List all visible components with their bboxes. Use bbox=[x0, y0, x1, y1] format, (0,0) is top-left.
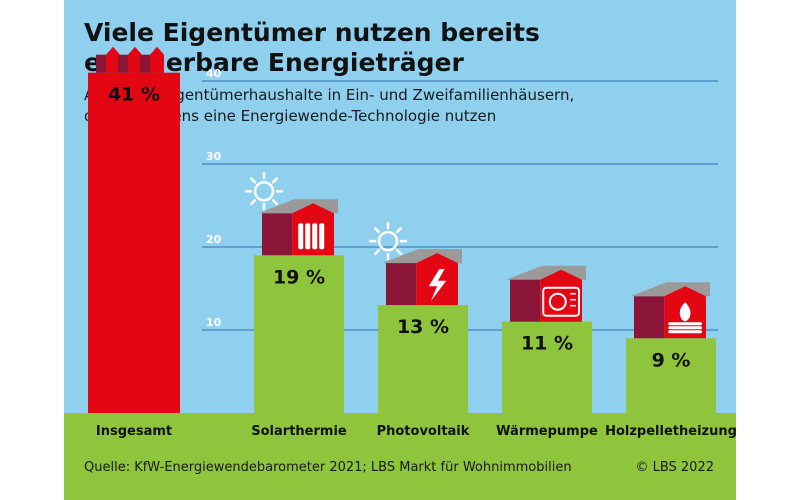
house-side bbox=[510, 279, 541, 322]
x-tick-label: Photovoltaik bbox=[377, 424, 470, 439]
sun-ray bbox=[271, 177, 278, 184]
flame-shape bbox=[679, 302, 691, 322]
bar bbox=[626, 338, 716, 413]
y-tick-label: 40 bbox=[206, 67, 222, 80]
ground-strip bbox=[64, 413, 736, 500]
sun-ray bbox=[271, 199, 278, 206]
heat-pump-box bbox=[542, 286, 580, 317]
chart-subtitle-line-2: die mindestens eine Energiewende-Technol… bbox=[84, 107, 497, 125]
x-tick-label: Holzpelletheizung bbox=[605, 424, 737, 439]
sun-icon bbox=[244, 172, 284, 211]
bar-group: 9 % Holzpelletheizung bbox=[605, 282, 737, 439]
sun-icon bbox=[368, 221, 408, 261]
sun-ray bbox=[395, 249, 402, 256]
solar-thermal-house-icon bbox=[258, 199, 338, 256]
bar bbox=[378, 305, 468, 413]
bar bbox=[88, 72, 180, 413]
fan-ring bbox=[548, 292, 567, 311]
data-label: 41 % bbox=[108, 84, 160, 106]
house-front bbox=[540, 269, 582, 322]
lightning-bolt bbox=[428, 269, 447, 302]
chart-subtitle-line-1: Anteil der Eigentümerhaushalte in Ein- u… bbox=[84, 86, 575, 104]
heat-pump-house-icon bbox=[506, 265, 586, 322]
x-tick-label: Wärmepumpe bbox=[496, 424, 598, 439]
sun-core bbox=[253, 181, 275, 202]
y-tick-label: 30 bbox=[206, 150, 222, 163]
small-house-front bbox=[106, 46, 120, 73]
sun-ray bbox=[250, 177, 257, 184]
wood-pellet-house-icon bbox=[630, 282, 710, 339]
source-note: Quelle: KfW-Energiewendebarometer 2021; … bbox=[84, 460, 572, 475]
bar bbox=[254, 255, 344, 413]
small-house-front bbox=[128, 46, 142, 73]
sun-core bbox=[377, 230, 399, 252]
sun-ray bbox=[374, 227, 381, 234]
radiator-fin bbox=[305, 223, 311, 250]
radiator-fin bbox=[312, 223, 318, 250]
sun-ray bbox=[250, 199, 257, 206]
radiator-fin bbox=[319, 223, 325, 250]
bar-group: 11 % Wärmepumpe bbox=[496, 265, 598, 439]
small-house-front bbox=[150, 46, 164, 73]
chart-title-line-1: Viele Eigentümer nutzen bereits bbox=[84, 18, 540, 47]
copyright-note: © LBS 2022 bbox=[635, 460, 714, 475]
bar-group: 41 % Insgesamt bbox=[88, 46, 180, 439]
radiator-fin bbox=[298, 223, 304, 250]
houses-icon bbox=[96, 46, 164, 73]
house-side bbox=[262, 213, 293, 256]
data-label: 11 % bbox=[521, 333, 573, 355]
data-label: 13 % bbox=[397, 316, 449, 338]
y-tick-label: 20 bbox=[206, 233, 222, 246]
sun-ray bbox=[395, 227, 402, 234]
x-tick-label: Insgesamt bbox=[96, 424, 172, 439]
bar-group: 19 % Solarthermie bbox=[244, 172, 347, 439]
bar-group: 13 % Photovoltaik bbox=[368, 221, 470, 439]
photovoltaic-house-icon bbox=[382, 249, 462, 306]
bar bbox=[502, 321, 592, 413]
house-side bbox=[386, 263, 417, 306]
data-label: 19 % bbox=[273, 266, 325, 288]
x-tick-label: Solarthermie bbox=[251, 424, 347, 439]
sun-ray bbox=[374, 249, 381, 256]
wood-log bbox=[668, 326, 702, 330]
data-label: 9 % bbox=[652, 349, 691, 371]
house-side bbox=[634, 296, 665, 339]
wood-log bbox=[668, 330, 702, 334]
y-tick-label: 10 bbox=[206, 316, 222, 329]
wood-log bbox=[668, 322, 702, 326]
